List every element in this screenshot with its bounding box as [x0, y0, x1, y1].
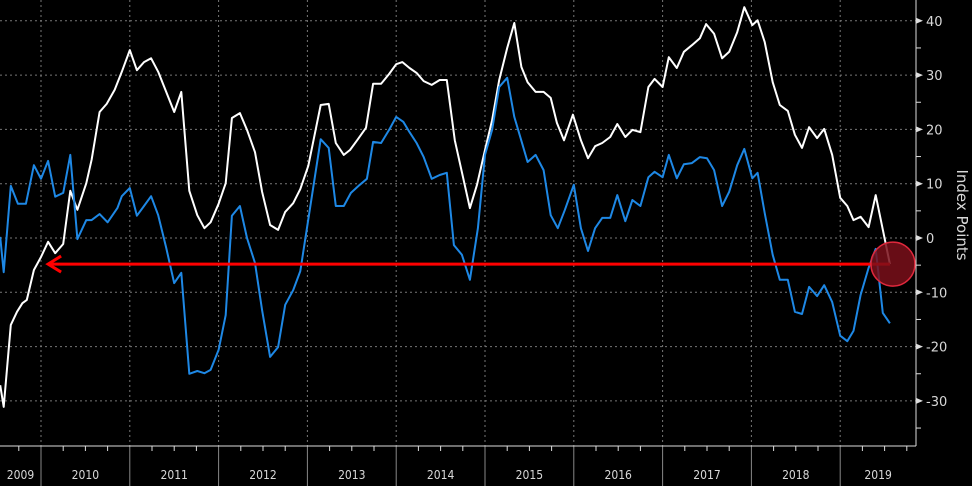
x-tick-label: 2015 — [516, 468, 543, 482]
series-lines — [0, 6, 891, 408]
red-arrow-head — [45, 254, 62, 274]
y-tick-label: -10 — [926, 286, 947, 301]
gridlines — [0, 0, 916, 446]
y-tick-mark — [916, 289, 923, 296]
y-tick-mark — [916, 72, 923, 79]
blue-series-line — [0, 76, 891, 375]
x-tick-label: 2013 — [338, 468, 365, 482]
x-tick-label: 2016 — [604, 468, 632, 482]
x-tick-label: 2019 — [864, 468, 892, 482]
x-tick-label: 2011 — [160, 468, 187, 482]
y-tick-mark — [916, 126, 923, 133]
x-tick-label: 2017 — [693, 468, 720, 482]
highlight-circle — [870, 241, 916, 287]
y-tick-label: 10 — [926, 178, 943, 193]
y-tick-label: 0 — [926, 232, 934, 247]
y-tick-mark — [916, 235, 923, 241]
x-tick-label: 2009 — [7, 468, 35, 482]
y-tick-label: -20 — [926, 341, 947, 356]
y-tick-label: 30 — [926, 69, 943, 84]
y-tick-mark — [916, 343, 923, 350]
y-axis-label: Index Points — [953, 169, 971, 260]
y-tick-label: 20 — [926, 123, 943, 138]
y-tick-mark — [916, 17, 923, 24]
annotations — [45, 241, 916, 287]
x-tick-label: 2018 — [782, 468, 810, 482]
y-tick-mark — [916, 180, 923, 187]
y-tick-label: -30 — [926, 395, 947, 410]
white-series-line — [0, 6, 891, 408]
x-tick-label: 2010 — [72, 468, 100, 482]
y-tick-label: 40 — [926, 15, 943, 30]
y-tick-mark — [916, 397, 923, 404]
x-tick-label: 2012 — [249, 468, 276, 482]
x-tick-label: 2014 — [427, 468, 455, 482]
